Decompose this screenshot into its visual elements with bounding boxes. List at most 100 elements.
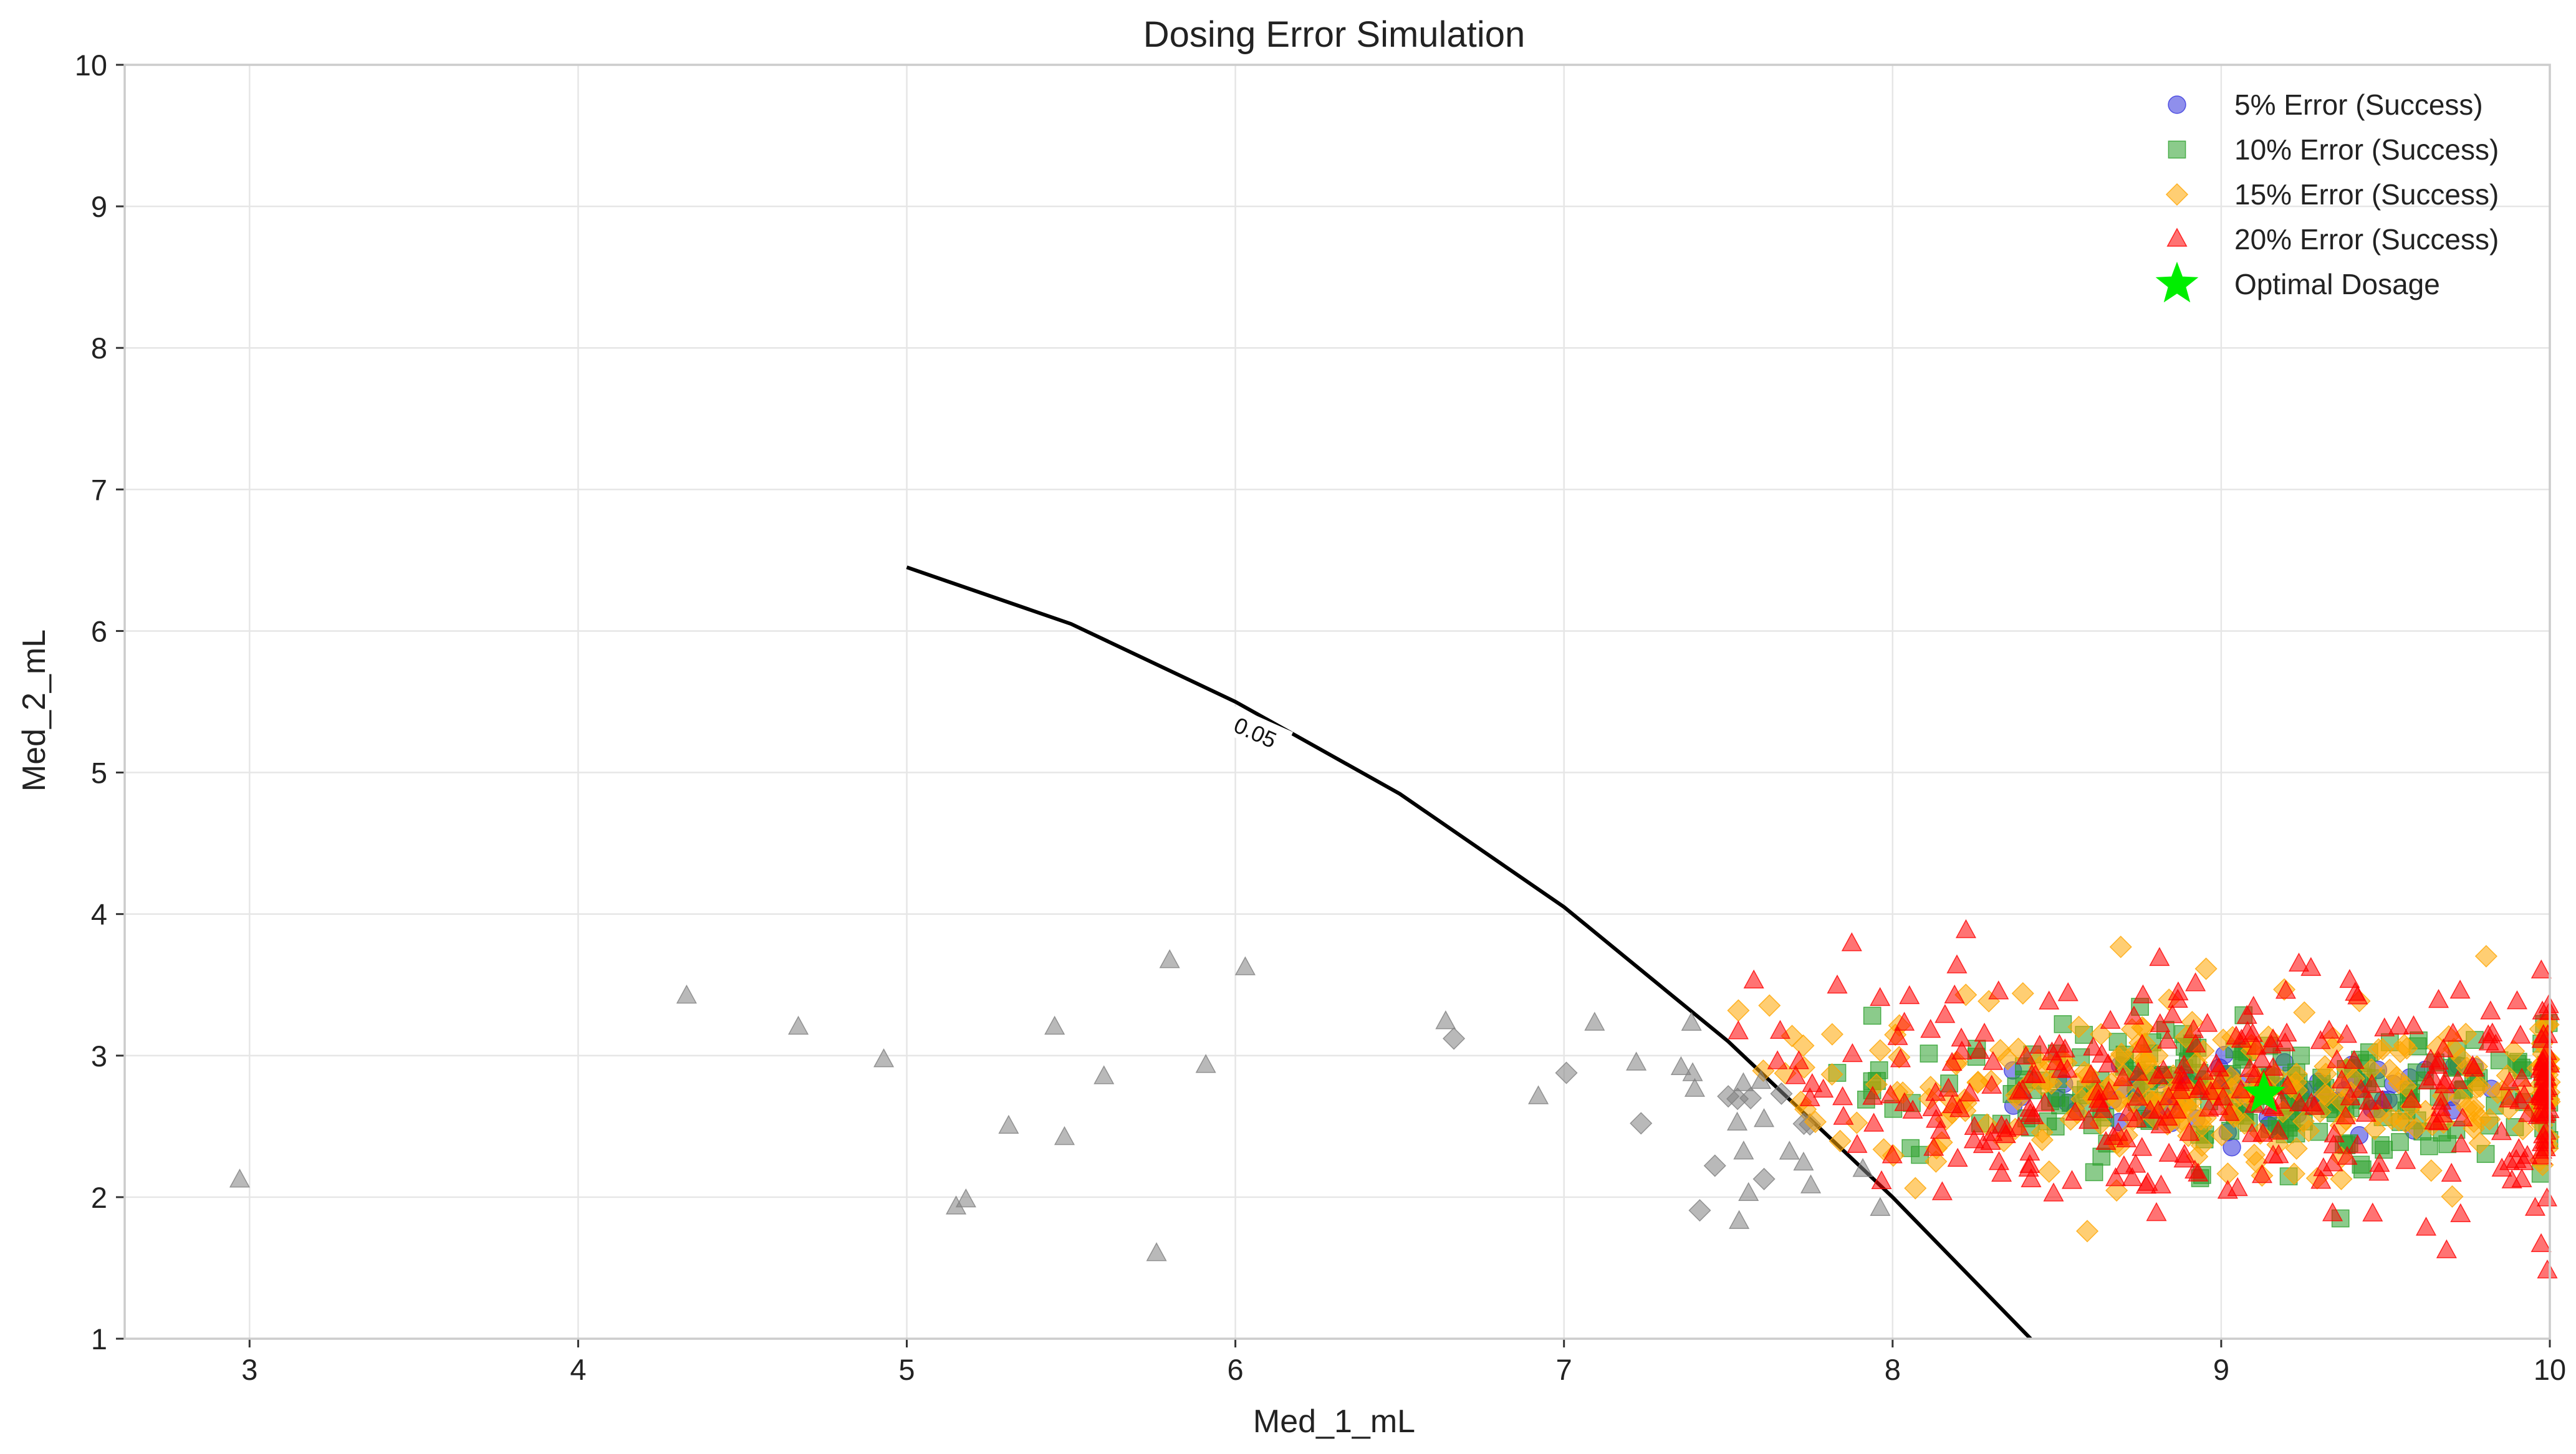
success-point: [2347, 1134, 2368, 1154]
success-point: [2131, 1137, 2153, 1156]
success-point: [2251, 1164, 2272, 1184]
legend-marker: [2168, 140, 2186, 159]
success-point: [2372, 1089, 2393, 1109]
success-point: [2065, 1101, 2086, 1121]
success-point: [2156, 1030, 2178, 1049]
success-point: [2330, 1167, 2353, 1190]
success-point: [2200, 1081, 2222, 1100]
failed-point: [1688, 1199, 1711, 1222]
failed-point: [1870, 1197, 1891, 1216]
success-point: [2277, 1075, 2298, 1094]
success-point: [2167, 988, 2188, 1008]
success-point: [1988, 1150, 2010, 1170]
success-point: [1951, 1040, 1973, 1059]
success-point: [2185, 972, 2206, 992]
success-point: [2150, 1174, 2171, 1193]
success-point: [2533, 1124, 2554, 1144]
success-point: [2123, 1005, 2145, 1025]
legend-marker: [2168, 95, 2186, 114]
success-point: [2499, 1088, 2520, 1107]
failed-point: [1733, 1141, 1754, 1160]
failed-point: [1234, 956, 1256, 975]
failed-point: [1626, 1051, 1647, 1071]
success-point: [2016, 1045, 2037, 1065]
success-point: [1863, 1112, 1885, 1132]
x-tick-label: 10: [2534, 1353, 2566, 1386]
legend-marker: [2166, 227, 2188, 247]
x-tick-label: 5: [898, 1353, 915, 1386]
success-point: [2246, 1035, 2267, 1055]
success-point: [1841, 932, 1862, 952]
failed-point: [787, 1015, 809, 1035]
success-point: [2146, 1202, 2167, 1222]
success-point: [2537, 1259, 2558, 1279]
failed-point: [1528, 1085, 1549, 1104]
success-point: [2210, 1124, 2233, 1147]
success-point: [2184, 1159, 2206, 1179]
success-point: [2288, 952, 2310, 972]
plot-frame: [123, 64, 2551, 1340]
success-point: [1727, 999, 1750, 1022]
success-point: [2105, 1167, 2127, 1187]
success-point: [1941, 1051, 1963, 1071]
success-point: [1863, 1007, 1882, 1025]
success-point: [1894, 1012, 1915, 1031]
success-point: [2031, 1121, 2054, 1144]
success-point: [2450, 1203, 2471, 1222]
success-point: [1922, 1097, 1943, 1116]
success-point: [1785, 1065, 1807, 1084]
success-point: [1847, 1134, 1868, 1153]
optimal-dosage-point: [2242, 1071, 2285, 1112]
success-point: [2021, 1064, 2042, 1083]
success-point: [2347, 985, 2368, 1005]
success-point: [2501, 1169, 2522, 1189]
failed-point: [1800, 1174, 1822, 1193]
success-point: [1802, 1073, 1823, 1093]
success-point: [2194, 957, 2218, 980]
failed-point: [1729, 1210, 1750, 1229]
success-point: [1870, 987, 1891, 1007]
success-point: [2054, 1015, 2072, 1033]
success-point: [2331, 1069, 2352, 1089]
success-point: [2185, 1033, 2206, 1053]
failed-point: [1752, 1167, 1776, 1190]
success-point: [2100, 1010, 2121, 1029]
success-point: [2282, 1162, 2306, 1185]
failed-point: [676, 984, 697, 1004]
failed-point: [1770, 1082, 1793, 1105]
x-tick-label: 8: [1885, 1353, 1901, 1386]
success-point: [2125, 1154, 2146, 1173]
success-point: [2441, 1162, 2462, 1182]
success-point: [2524, 1197, 2546, 1216]
success-point: [2217, 1179, 2238, 1199]
success-point: [2336, 1023, 2357, 1043]
success-point: [2012, 1079, 2033, 1099]
success-point: [2395, 1150, 2416, 1169]
success-point: [2433, 1038, 2454, 1058]
success-point: [2297, 1119, 2320, 1142]
success-point: [1767, 1050, 1788, 1069]
success-point: [2462, 1099, 2485, 1122]
failed-point: [1793, 1151, 1814, 1171]
success-point: [2431, 1091, 2452, 1110]
success-point: [1882, 1144, 1903, 1164]
failed-point: [1584, 1012, 1605, 1031]
y-tick-label: 8: [91, 332, 107, 365]
success-point: [1925, 1150, 1948, 1173]
success-point: [2242, 1023, 2263, 1042]
y-tick-label: 10: [75, 49, 107, 82]
success-point: [2477, 1024, 2499, 1043]
success-point: [1944, 984, 1965, 1004]
success-point: [2262, 1028, 2284, 1048]
failed-point: [1670, 1056, 1691, 1075]
success-point: [1868, 1039, 1891, 1062]
success-point: [1955, 919, 1977, 939]
success-point: [2050, 1059, 2072, 1078]
success-point: [2122, 1167, 2143, 1187]
success-point: [2502, 1040, 2526, 1063]
success-point: [1820, 1023, 1843, 1046]
success-point: [2506, 990, 2528, 1010]
success-point: [2478, 1107, 2501, 1131]
success-point: [1827, 974, 1848, 994]
success-point: [2268, 1144, 2289, 1164]
